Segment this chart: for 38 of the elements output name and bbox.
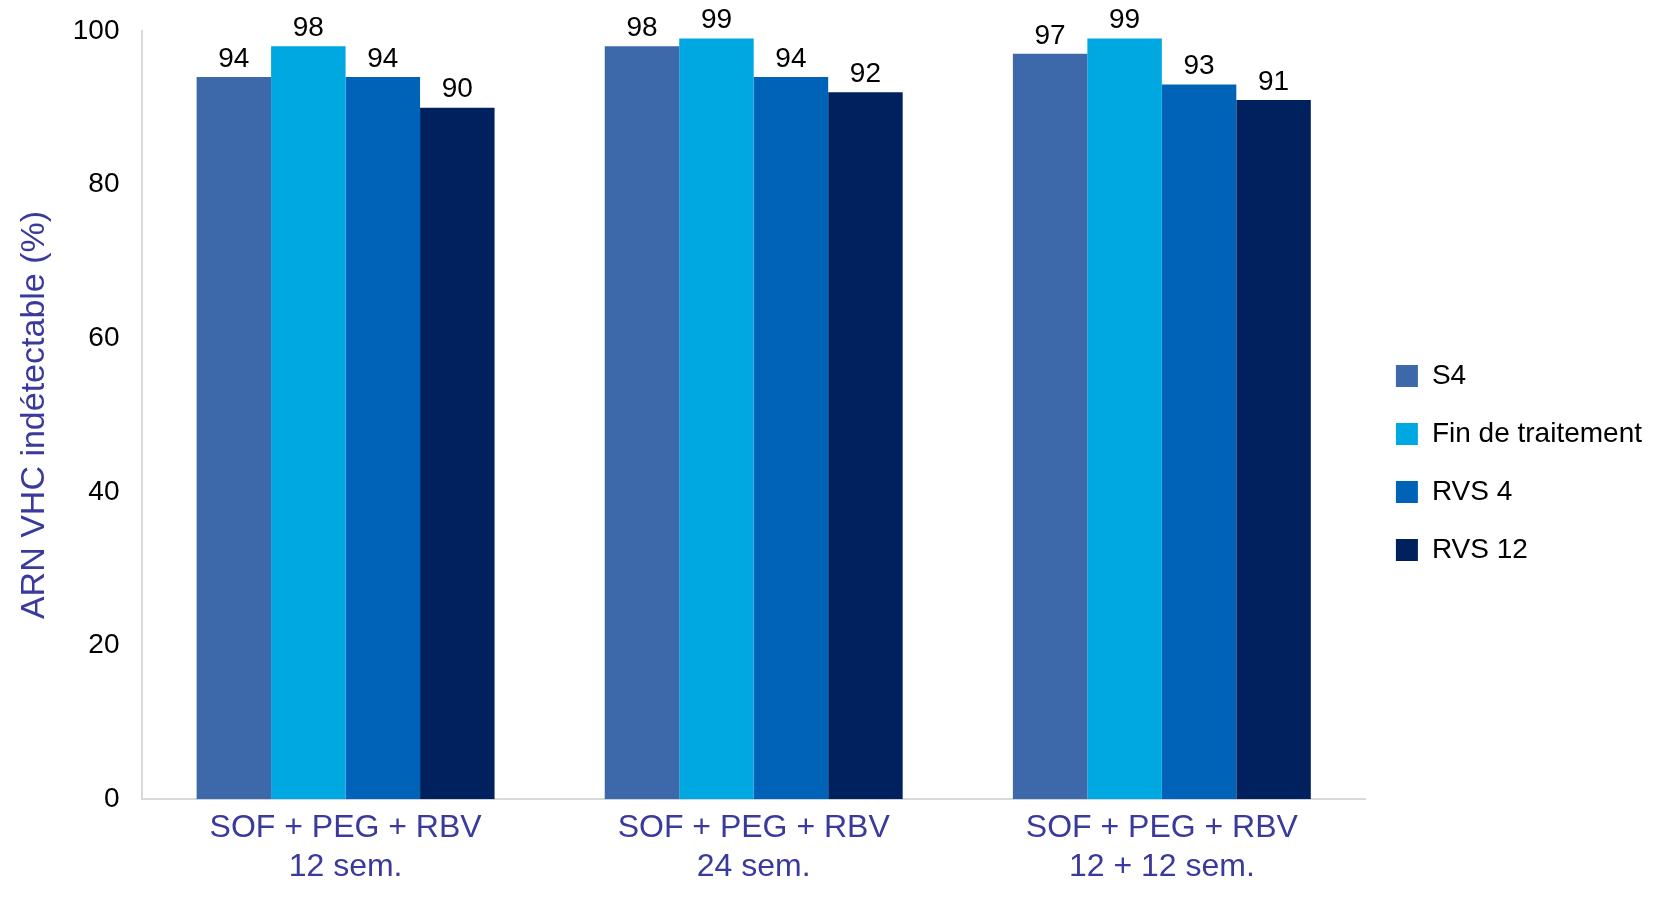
y-tick-label: 60 — [88, 320, 120, 352]
data-label: 92 — [849, 56, 882, 88]
data-label: 99 — [1109, 3, 1141, 35]
legend-label: RVS 12 — [1431, 532, 1528, 564]
data-label: 98 — [292, 10, 324, 42]
bar — [753, 76, 829, 800]
bar — [1087, 38, 1162, 800]
bar — [271, 46, 346, 800]
bar — [1012, 53, 1088, 800]
data-label: 94 — [367, 41, 399, 73]
x-tick-label: SOF + PEG + RBV 24 sem. — [617, 808, 891, 883]
bar — [679, 38, 754, 800]
x-tick-label: SOF + PEG + RBV 12 + 12 sem. — [1025, 808, 1299, 883]
data-label: 97 — [1034, 18, 1066, 50]
data-label: 98 — [626, 10, 658, 42]
data-label: 93 — [1183, 49, 1215, 81]
x-tick-label: SOF + PEG + RBV 12 sem. — [209, 808, 483, 883]
y-tick-label: 80 — [88, 167, 120, 199]
data-label: 90 — [441, 72, 473, 104]
bar — [1161, 84, 1237, 800]
y-tick-label: 0 — [103, 781, 120, 813]
legend-label: RVS 4 — [1431, 474, 1513, 506]
y-tick-label: 20 — [88, 628, 120, 660]
legend-label: Fin de traitement — [1431, 416, 1643, 448]
bar — [604, 46, 680, 800]
bar — [1236, 99, 1311, 800]
data-label: 94 — [775, 41, 807, 73]
legend-label: S4 — [1431, 358, 1467, 390]
data-label: 91 — [1257, 64, 1290, 96]
y-axis-title: ARN VHC indétectable (%) — [12, 210, 51, 620]
bar — [828, 92, 903, 800]
bar — [345, 76, 421, 800]
bar — [420, 107, 495, 800]
y-tick-label: 40 — [88, 474, 120, 506]
y-tick-label: 100 — [72, 13, 120, 45]
bar — [196, 76, 272, 800]
data-label: 99 — [700, 3, 733, 35]
data-label: 94 — [218, 41, 250, 73]
